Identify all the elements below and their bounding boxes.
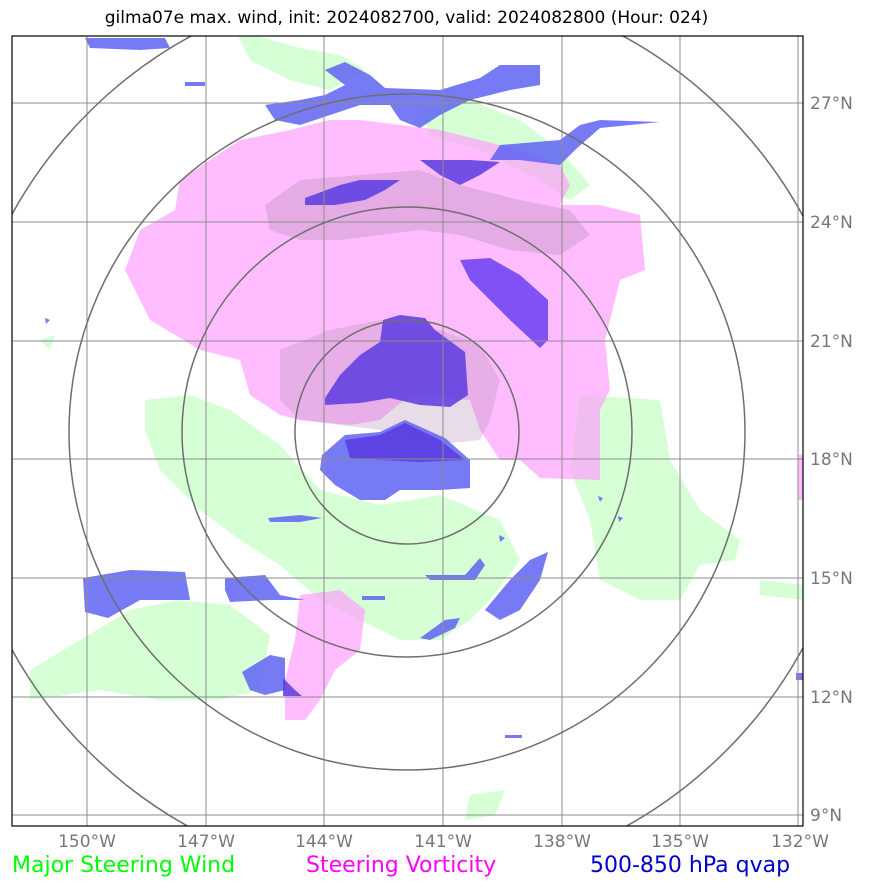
qvap-southeast-streak (485, 552, 548, 620)
qvap-north-top (85, 38, 170, 50)
qvap-west-strip (268, 515, 322, 522)
qvap-speck-1 (499, 535, 505, 542)
range-ring-2 (181, 206, 633, 658)
map-frame (11, 35, 804, 827)
lat-label-12n: 12°N (810, 688, 853, 708)
qvap-southwest-small (242, 655, 285, 695)
vorticity-main-region (125, 120, 645, 480)
range-ring-1 (294, 319, 520, 545)
wind-region-central (145, 395, 520, 640)
qvap-core-north (325, 315, 468, 407)
qvap-speck-2 (598, 496, 603, 502)
lon-label-150w: 150°W (58, 832, 116, 852)
lat-label-18n: 18°N (810, 450, 853, 470)
wind-region-southeast (760, 580, 803, 600)
qvap-east-streak (460, 258, 548, 348)
lon-label-135w: 135°W (651, 832, 709, 852)
qvap-north-strip (185, 82, 205, 86)
qvap-north-band (265, 62, 540, 128)
steering-wind-layer (30, 36, 803, 820)
vorticity-south-region (285, 590, 365, 720)
lat-label-27n: 27°N (810, 94, 853, 114)
qvap-south-small (420, 618, 460, 640)
wind-region-west (40, 335, 55, 350)
qvap-speck-4 (45, 318, 50, 324)
qvap-south-center-strip (425, 558, 485, 580)
qvap-speck-5 (505, 735, 522, 738)
lon-label-147w: 147°W (177, 832, 235, 852)
wind-region-north (238, 36, 365, 90)
legend-steering-vorticity: Steering Vorticity (306, 853, 497, 878)
vorticity-east-edge (798, 455, 803, 500)
lon-label-132w: 132°W (771, 832, 829, 852)
lat-label-15n: 15°N (810, 569, 853, 589)
lat-label-9n: 9°N (810, 806, 843, 826)
wind-region-east (570, 395, 740, 600)
lon-label-138w: 138°W (533, 832, 591, 852)
qvap-southwest-blob (83, 570, 190, 618)
legend-steering-wind: Major Steering Wind (12, 853, 236, 878)
range-rings (12, 36, 803, 826)
qvap-layer (45, 38, 803, 738)
qvap-north-center (305, 180, 400, 205)
lon-label-144w: 144°W (295, 832, 353, 852)
lat-label-24n: 24°N (810, 213, 853, 233)
plot-title: gilma07e max. wind, init: 2024082700, va… (104, 8, 709, 28)
qvap-speck-3 (618, 516, 623, 522)
qvap-northeast-streak (490, 120, 660, 165)
qvap-core-south-dark (345, 423, 465, 462)
qvap-southwest-dark (283, 678, 302, 696)
qvap-south-thin (362, 596, 385, 600)
range-ring-3 (68, 93, 746, 771)
wind-region-south (465, 790, 505, 820)
lon-label-141w: 141°W (414, 832, 472, 852)
qvap-speck-6 (796, 673, 803, 680)
legend-qvap: 500-850 hPa qvap (590, 853, 791, 878)
wind-region-southwest (30, 600, 270, 700)
qvap-south-west-strip (225, 575, 305, 602)
lat-label-21n: 21°N (810, 332, 853, 352)
qvap-northeast-blob (420, 160, 500, 185)
